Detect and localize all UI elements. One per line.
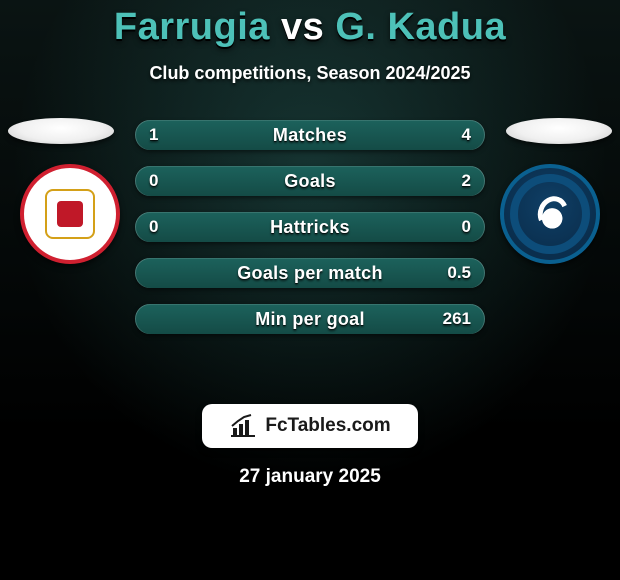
stat-value-right: 0: [462, 217, 471, 237]
stat-value-right: 261: [443, 309, 471, 329]
bar-chart-icon: [229, 414, 257, 438]
date-label: 27 january 2025: [0, 466, 620, 488]
stat-label: Min per goal: [255, 309, 365, 330]
player-right-name: G. Kadua: [335, 6, 506, 48]
stat-label: Hattricks: [270, 217, 350, 238]
club-crest-right: [500, 164, 600, 264]
stat-label: Goals: [284, 171, 336, 192]
brand-name: FcTables.com: [265, 415, 390, 437]
stat-value-left: 0: [149, 217, 158, 237]
card: Farrugia vs G. Kadua Club competitions, …: [0, 0, 620, 580]
stat-bars: 1 Matches 4 0 Goals 2 0 Hattricks 0 Goal…: [135, 120, 485, 350]
stat-value-right: 0.5: [447, 263, 471, 283]
stat-value-right: 2: [462, 171, 471, 191]
stat-row-goals: 0 Goals 2: [135, 166, 485, 196]
stat-value-left: 1: [149, 125, 158, 145]
stat-label: Matches: [273, 125, 347, 146]
stat-row-hattricks: 0 Hattricks 0: [135, 212, 485, 242]
stat-row-matches: 1 Matches 4: [135, 120, 485, 150]
comparison-stage: 1 Matches 4 0 Goals 2 0 Hattricks 0 Goal…: [0, 112, 620, 392]
stat-value-left: 0: [149, 171, 158, 191]
stat-row-min-per-goal: Min per goal 261: [135, 304, 485, 334]
player-photo-placeholder-left: [8, 118, 114, 144]
club-crest-left: [20, 164, 120, 264]
player-left-name: Farrugia: [114, 6, 270, 48]
vs-label: vs: [281, 6, 324, 48]
stat-row-goals-per-match: Goals per match 0.5: [135, 258, 485, 288]
brand-badge[interactable]: FcTables.com: [202, 404, 418, 448]
stat-value-right: 4: [462, 125, 471, 145]
stat-label: Goals per match: [237, 263, 383, 284]
page-title: Farrugia vs G. Kadua: [0, 0, 620, 49]
subtitle: Club competitions, Season 2024/2025: [0, 63, 620, 84]
player-photo-placeholder-right: [506, 118, 612, 144]
